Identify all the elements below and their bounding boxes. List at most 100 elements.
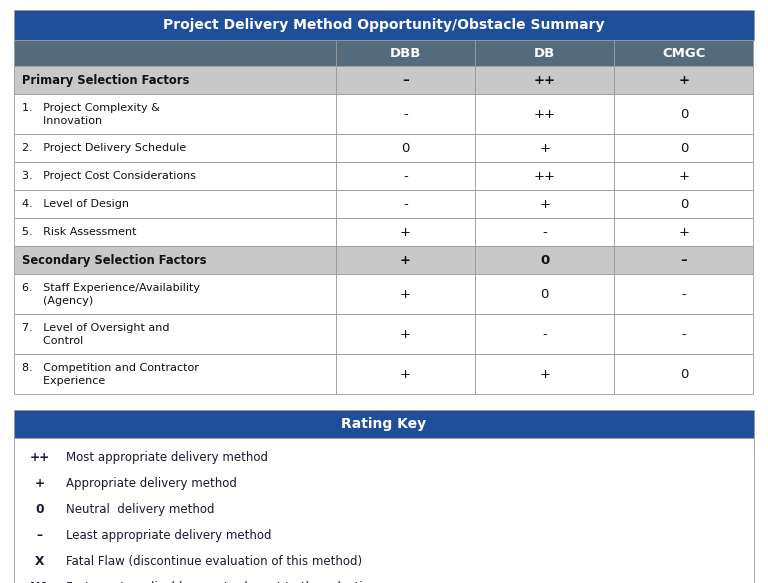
- Text: Project Delivery Method Opportunity/Obstacle Summary: Project Delivery Method Opportunity/Obst…: [164, 19, 604, 33]
- Bar: [336, 191, 475, 219]
- Text: DB: DB: [534, 47, 555, 60]
- Text: Rating Key: Rating Key: [342, 417, 426, 431]
- Text: 7.   Level of Oversight and
      Control: 7. Level of Oversight and Control: [22, 324, 169, 346]
- Text: -: -: [681, 288, 687, 301]
- Text: Neutral  delivery method: Neutral delivery method: [66, 503, 214, 516]
- Text: –: –: [37, 529, 43, 542]
- Text: 0: 0: [35, 503, 44, 516]
- Text: +: +: [539, 142, 550, 155]
- Text: +: +: [678, 74, 690, 87]
- Text: 2.   Project Delivery Schedule: 2. Project Delivery Schedule: [22, 143, 186, 153]
- Bar: [336, 135, 475, 163]
- Bar: [614, 94, 753, 135]
- Bar: [14, 66, 336, 94]
- Text: -: -: [681, 328, 687, 341]
- Bar: [475, 66, 614, 94]
- Text: CMGC: CMGC: [662, 47, 706, 60]
- Text: +: +: [400, 328, 411, 341]
- Text: 5.   Risk Assessment: 5. Risk Assessment: [22, 227, 137, 237]
- Text: 3.   Project Cost Considerations: 3. Project Cost Considerations: [22, 171, 196, 181]
- Bar: [14, 10, 754, 40]
- Bar: [14, 94, 336, 135]
- Text: 4.   Level of Design: 4. Level of Design: [22, 199, 129, 209]
- Text: Factor not applicable or not relevant to the selection: Factor not applicable or not relevant to…: [66, 581, 377, 583]
- Text: 0: 0: [680, 142, 688, 155]
- Bar: [475, 135, 614, 163]
- Bar: [336, 275, 475, 314]
- Text: -: -: [542, 226, 547, 239]
- Bar: [614, 354, 753, 395]
- Text: +: +: [678, 226, 690, 239]
- Bar: [614, 163, 753, 191]
- Bar: [336, 40, 475, 66]
- Bar: [614, 40, 753, 66]
- Bar: [14, 135, 336, 163]
- Bar: [336, 354, 475, 395]
- Text: ++: ++: [534, 74, 556, 87]
- Text: 1.   Project Complexity &
      Innovation: 1. Project Complexity & Innovation: [22, 103, 160, 126]
- Bar: [475, 219, 614, 247]
- Text: -: -: [403, 170, 408, 183]
- Text: 0: 0: [402, 142, 409, 155]
- Bar: [475, 163, 614, 191]
- Bar: [336, 163, 475, 191]
- Text: +: +: [539, 368, 550, 381]
- Bar: [14, 275, 336, 314]
- Bar: [475, 40, 614, 66]
- Text: Fatal Flaw (discontinue evaluation of this method): Fatal Flaw (discontinue evaluation of th…: [66, 555, 362, 568]
- Bar: [14, 314, 336, 354]
- Bar: [614, 247, 753, 275]
- Text: 0: 0: [680, 108, 688, 121]
- Bar: [614, 219, 753, 247]
- Text: 6.   Staff Experience/Availability
      (Agency): 6. Staff Experience/Availability (Agency…: [22, 283, 200, 305]
- Text: +: +: [539, 198, 550, 211]
- Text: ++: ++: [534, 108, 556, 121]
- Text: 8.   Competition and Contractor
      Experience: 8. Competition and Contractor Experience: [22, 363, 199, 386]
- Text: +: +: [400, 368, 411, 381]
- Bar: [14, 438, 754, 583]
- Bar: [475, 191, 614, 219]
- Bar: [614, 191, 753, 219]
- Bar: [475, 247, 614, 275]
- Bar: [475, 354, 614, 395]
- Bar: [14, 163, 336, 191]
- Text: +: +: [35, 477, 45, 490]
- Text: +: +: [400, 254, 411, 267]
- Text: Primary Selection Factors: Primary Selection Factors: [22, 74, 189, 87]
- Text: NA: NA: [30, 581, 50, 583]
- Bar: [14, 191, 336, 219]
- Bar: [336, 219, 475, 247]
- Text: -: -: [403, 198, 408, 211]
- Text: -: -: [542, 328, 547, 341]
- Text: DBB: DBB: [390, 47, 421, 60]
- Text: 0: 0: [540, 254, 549, 267]
- Text: –: –: [402, 74, 409, 87]
- Bar: [614, 314, 753, 354]
- Text: –: –: [680, 254, 687, 267]
- Text: ++: ++: [30, 451, 50, 464]
- Bar: [614, 275, 753, 314]
- Text: Appropriate delivery method: Appropriate delivery method: [66, 477, 237, 490]
- Text: 0: 0: [541, 288, 549, 301]
- Bar: [336, 94, 475, 135]
- Text: 0: 0: [680, 198, 688, 211]
- Text: ++: ++: [534, 170, 556, 183]
- Text: +: +: [400, 226, 411, 239]
- Bar: [336, 247, 475, 275]
- Text: Secondary Selection Factors: Secondary Selection Factors: [22, 254, 207, 267]
- Text: +: +: [400, 288, 411, 301]
- Bar: [475, 275, 614, 314]
- Text: +: +: [678, 170, 690, 183]
- Bar: [14, 247, 336, 275]
- Text: -: -: [403, 108, 408, 121]
- Bar: [14, 40, 336, 66]
- Bar: [614, 66, 753, 94]
- Text: Least appropriate delivery method: Least appropriate delivery method: [66, 529, 271, 542]
- Bar: [475, 314, 614, 354]
- Text: Most appropriate delivery method: Most appropriate delivery method: [66, 451, 268, 464]
- Bar: [336, 66, 475, 94]
- Bar: [14, 354, 336, 395]
- Bar: [14, 410, 754, 438]
- Text: X: X: [35, 555, 45, 568]
- Bar: [475, 94, 614, 135]
